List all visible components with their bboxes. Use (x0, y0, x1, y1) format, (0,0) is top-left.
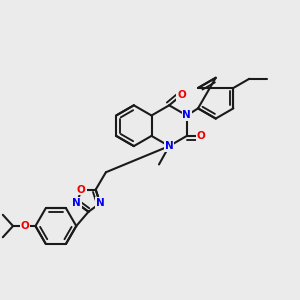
Text: N: N (96, 198, 104, 208)
Text: O: O (197, 131, 206, 141)
Text: N: N (182, 110, 191, 121)
Text: N: N (165, 141, 173, 151)
Text: O: O (77, 184, 86, 195)
Text: O: O (177, 90, 186, 100)
Text: O: O (21, 221, 30, 231)
Text: N: N (73, 198, 81, 208)
